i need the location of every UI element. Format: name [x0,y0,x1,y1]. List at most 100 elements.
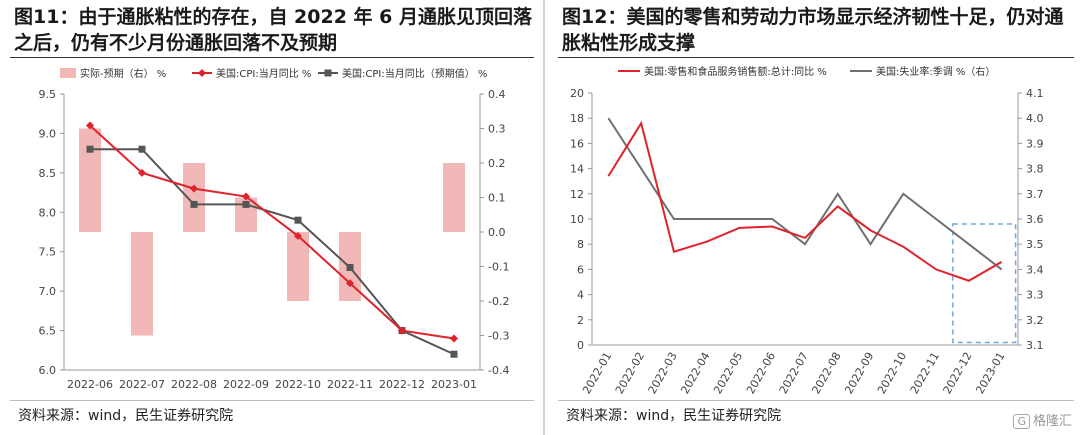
cpi-actual-point [138,168,146,177]
cpi-expected-point [450,350,458,358]
cpi-expected-point [242,200,250,208]
bar-actual-minus-expected [183,163,205,232]
y-tick-label-right: -0.2 [488,295,509,308]
bar-actual-minus-expected [287,232,309,301]
x-tick-label: 2022-09 [842,350,876,396]
cpi-actual-point [86,121,94,130]
x-tick-label: 2022-06 [67,378,113,391]
x-tick-label: 2022-02 [613,350,647,396]
x-tick-label: 2023-01 [431,378,477,391]
right-source: 资料来源：wind，民生证券研究院 [566,408,782,424]
retail-sales-line [607,120,1003,282]
panel-divider [543,0,545,435]
cpi-expected-point [86,145,94,153]
x-tick-label: 2022-05 [711,350,745,396]
y-tick-label-right: 4.0 [1026,112,1044,125]
x-tick-label: 2022-08 [171,378,217,391]
right-chart-panel: 图12：美国的零售和劳动力市场显示经济韧性十足，仍对通胀粘性形成支撑 美国:零售… [548,0,1080,435]
watermark-text: 格隆汇 [1032,414,1072,429]
y-tick-label-left: 14 [570,163,584,176]
y-tick-label-right: 3.2 [1026,314,1044,327]
x-tick-label: 2022-11 [327,378,373,391]
unemployment-line [607,117,1003,271]
cpi-expected-point [294,216,302,224]
legend-label: 美国:零售和食品服务销售额:总计:同比 % [644,65,827,78]
cpi-expected-point [190,200,198,208]
y-tick-label-left: 8 [577,238,584,251]
cpi-actual-point [242,192,250,201]
legend-swatch-bar [60,68,76,78]
x-tick-label: 2022-07 [777,350,811,396]
watermark-logo-icon: G [1013,414,1030,429]
left-source: 资料来源：wind，民生证券研究院 [18,408,234,424]
right-title-rule [558,57,1074,58]
y-tick-label-right: -0.4 [488,364,509,377]
x-tick-label: 2023-01 [973,350,1007,396]
x-tick-label: 2022-04 [678,350,712,396]
cpi-actual-point [346,279,354,288]
x-tick-label: 2022-03 [646,350,680,396]
y-tick-label-left: 2 [577,314,584,327]
bar-actual-minus-expected [79,128,101,232]
x-tick-label: 2022-11 [908,350,942,396]
bar-actual-minus-expected [443,163,465,232]
legend-label: 美国:CPI:当月同比 % [216,67,311,80]
x-tick-label: 2022-06 [744,350,778,396]
y-tick-label-right: -0.3 [488,330,509,343]
y-tick-label-right: -0.1 [488,261,509,274]
left-title-rule [10,57,534,58]
y-tick-label-left: 6 [577,263,584,276]
x-tick-label: 2022-10 [275,378,321,391]
legend-marker-diamond [198,69,206,77]
y-tick-label-right: 0.3 [488,123,506,136]
legend-label: 实际-预期（右） % [80,67,166,80]
x-tick-label: 2022-07 [119,378,165,391]
y-tick-label-left: 9.5 [39,88,57,101]
cpi-actual-point [190,184,198,193]
watermark: G 格隆汇 [1013,410,1072,429]
cpi-actual-point [294,231,302,240]
x-tick-label: 2022-08 [809,350,843,396]
right-chart: 美国:零售和食品服务销售额:总计:同比 % 美国:失业率:季调 %（右） 0 2 4 6 8… [570,65,1044,396]
legend-label: 美国:失业率:季调 %（右） [876,65,995,78]
y-tick-label-left: 6.0 [39,364,57,377]
bar-actual-minus-expected [131,232,153,336]
y-tick-label-right: 3.4 [1026,263,1044,276]
legend-label: 美国:CPI:当月同比（预期值） % [342,67,487,80]
y-tick-label-left: 7.0 [39,285,57,298]
y-tick-label-right: 4.1 [1026,87,1044,100]
y-tick-label-left: 7.5 [39,246,57,259]
legend-marker-square [324,69,332,77]
y-tick-label-left: 0 [577,339,584,352]
cpi-actual-line [89,124,455,340]
y-tick-label-left: 8.5 [39,167,57,180]
left-source-rule [10,400,534,401]
y-tick-label-right: 3.9 [1026,137,1044,150]
y-tick-label-left: 9.0 [39,127,57,140]
cpi-expected-point [346,263,354,271]
right-chart-title: 图12：美国的零售和劳动力市场显示经济韧性十足，仍对通胀粘性形成支撑 [562,6,1064,54]
y-tick-label-right: 0.1 [488,192,506,205]
y-tick-label-right: 3.8 [1026,163,1044,176]
x-tick-label: 2022-12 [379,378,425,391]
y-tick-label-right: 3.3 [1026,289,1044,302]
cpi-expected-point [138,145,146,153]
x-tick-label: 2022-12 [941,350,975,396]
y-tick-label-right: 3.7 [1026,188,1044,201]
left-chart: 实际-预期（右） % 美国:CPI:当月同比 % 美国:CPI:当月同比（预期值） … [39,67,510,391]
right-source-rule [558,400,1074,401]
y-tick-label-left: 10 [570,213,584,226]
cpi-actual-point [450,334,458,343]
highlight-box [952,223,1017,344]
y-tick-label-left: 6.5 [39,325,57,338]
y-tick-label-right: 0.0 [488,226,506,239]
y-tick-label-left: 4 [577,289,584,302]
y-tick-label-left: 20 [570,87,584,100]
cpi-expected-line [90,148,455,356]
x-tick-label: 2022-09 [223,378,269,391]
y-tick-label-right: 0.4 [488,88,506,101]
cpi-actual-point [398,326,406,335]
y-tick-label-right: 3.5 [1026,238,1044,251]
y-tick-label-right: 3.6 [1026,213,1044,226]
x-tick-label: 2022-01 [580,350,614,396]
